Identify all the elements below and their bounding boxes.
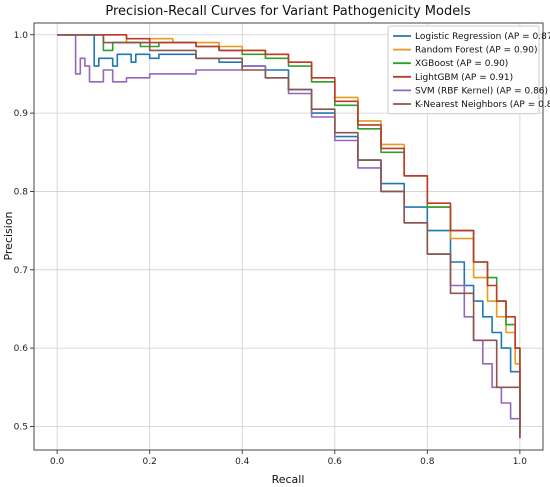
y-tick-label: 0.9 bbox=[14, 109, 29, 119]
series-line-3 bbox=[57, 34, 521, 427]
x-axis-label: Recall bbox=[272, 473, 305, 486]
x-tick-label: 0.0 bbox=[50, 457, 65, 467]
legend-label: XGBoost (AP = 0.90) bbox=[415, 59, 508, 69]
legend: Logistic Regression (AP = 0.87) Random Fo… bbox=[387, 25, 550, 115]
y-tick-label: 0.5 bbox=[14, 422, 28, 432]
x-tick-label: 0.6 bbox=[328, 457, 343, 467]
legend-label: SVM (RBF Kernel) (AP = 0.86) bbox=[415, 86, 548, 96]
legend-label: Random Forest (AP = 0.90) bbox=[415, 46, 538, 56]
x-tick-label: 0.4 bbox=[235, 457, 250, 467]
x-tick-label: 1.0 bbox=[513, 457, 528, 467]
axis-ticks: 0.0 0.2 0.4 0.6 0.8 1.0 0.5 0.6 0.7 0.8 0.9 1.0 bbox=[14, 31, 528, 467]
y-tick-label: 0.6 bbox=[14, 344, 29, 354]
y-tick-label: 0.7 bbox=[14, 266, 28, 276]
series-group bbox=[57, 34, 521, 439]
legend-label: LightGBM (AP = 0.91) bbox=[415, 73, 513, 83]
legend-label: Logistic Regression (AP = 0.87) bbox=[415, 32, 550, 42]
y-axis-label: Precision bbox=[2, 211, 15, 260]
plot-frame bbox=[33, 22, 544, 451]
x-tick-label: 0.8 bbox=[420, 457, 435, 467]
chart-title: Precision-Recall Curves for Variant Path… bbox=[105, 4, 470, 19]
legend-box bbox=[387, 25, 540, 115]
y-tick-label: 1.0 bbox=[14, 31, 29, 41]
x-tick-label: 0.2 bbox=[143, 457, 157, 467]
series-line-5 bbox=[57, 34, 521, 439]
legend-label: K-Nearest Neighbors (AP = 0.83) bbox=[415, 100, 550, 110]
y-tick-label: 0.8 bbox=[14, 187, 29, 197]
series-line-2 bbox=[57, 34, 521, 435]
